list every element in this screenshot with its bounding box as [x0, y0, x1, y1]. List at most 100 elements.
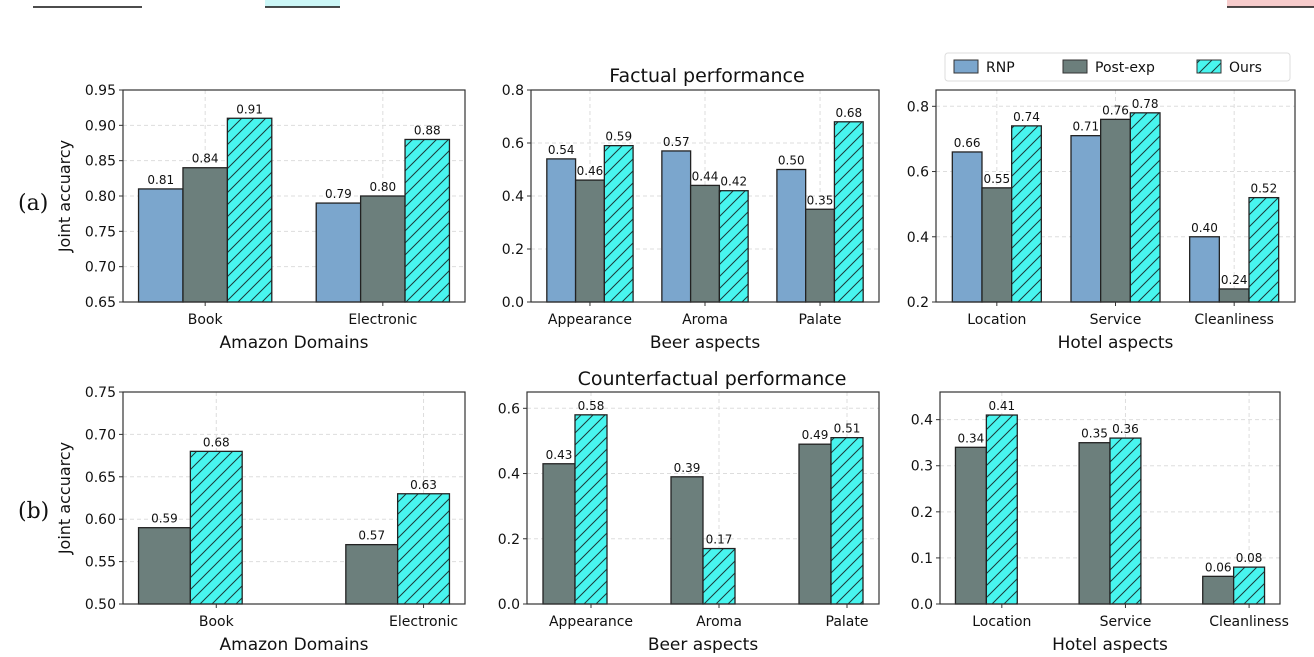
data-label: 0.42	[720, 175, 747, 189]
x-tick-label: Palate	[826, 614, 869, 630]
y-tick-label: 0.2	[911, 505, 933, 521]
bar-rnp	[1070, 135, 1102, 303]
data-label: 0.34	[958, 431, 985, 445]
data-label: 0.52	[1250, 182, 1277, 196]
data-label: 0.59	[605, 130, 632, 144]
y-axis-label: Joint accuarcy	[55, 140, 74, 253]
y-tick-label: 0.6	[907, 165, 929, 181]
cropped-caption-remnant	[33, 0, 1314, 8]
y-tick-label: 0.80	[85, 189, 116, 205]
x-tick-label: Location	[967, 312, 1026, 328]
x-tick-label: Service	[1100, 614, 1152, 630]
axes-frame	[939, 391, 1281, 605]
y-tick-label: 0.65	[85, 295, 116, 311]
bar-post-exp	[1078, 442, 1111, 605]
data-label: 0.55	[983, 172, 1010, 186]
bar-post-exp	[954, 446, 988, 605]
y-tick-label: 0.6	[502, 136, 524, 152]
y-tick-label: 0.50	[85, 597, 116, 613]
legend-label-ours: Ours	[1229, 60, 1262, 76]
data-label: 0.80	[369, 180, 396, 194]
data-label: 0.36	[1112, 422, 1139, 436]
legend-label-rnp: RNP	[986, 60, 1015, 76]
y-tick-label: 0.70	[85, 260, 116, 276]
chart-panel-3: 0.2 0.4 0.6 0.8 Location Service Cleanliness 0.…	[907, 89, 1296, 353]
axes-frame	[122, 391, 466, 605]
y-tick-label: 0.0	[502, 295, 524, 311]
data-label: 0.40	[1191, 221, 1218, 235]
y-tick-label: 0.6	[498, 401, 520, 417]
y-tick-label: 0.75	[85, 385, 116, 401]
legend-label-post-exp: Post-exp	[1095, 60, 1155, 76]
bar-ours	[1232, 566, 1266, 605]
bar-ours	[718, 190, 749, 303]
axes-frame	[935, 89, 1296, 303]
bar-ours	[1129, 112, 1161, 303]
bar-ours	[574, 414, 608, 605]
bar-post-exp	[542, 463, 576, 605]
x-tick-label: Appearance	[548, 312, 632, 328]
data-label: 0.81	[147, 173, 174, 187]
bar-ours	[833, 121, 864, 303]
bar-post-exp	[805, 208, 836, 303]
bar-rnp	[137, 188, 184, 303]
x-tick-label: Cleanliness	[1194, 312, 1274, 328]
x-axis-label: Hotel aspects	[1058, 333, 1174, 353]
data-label: 0.06	[1205, 560, 1232, 574]
data-label: 0.46	[577, 164, 604, 178]
bar-post-exp	[182, 167, 229, 303]
bar-post-exp	[345, 543, 399, 605]
data-label: 0.91	[236, 102, 263, 116]
x-tick-label: Electronic	[389, 614, 458, 630]
data-label: 0.57	[663, 135, 690, 149]
data-label: 0.63	[410, 478, 437, 492]
legend-swatch-post-exp	[1062, 59, 1088, 74]
y-tick-label: 0.1	[911, 551, 933, 567]
data-label: 0.66	[954, 136, 981, 150]
bar-rnp	[546, 158, 577, 303]
bar-rnp	[315, 202, 362, 303]
data-label: 0.84	[192, 152, 219, 166]
legend: RNP Post-exp Ours	[944, 52, 1291, 82]
data-label: 0.43	[546, 448, 573, 462]
bar-ours	[396, 493, 451, 605]
x-tick-label: Appearance	[549, 614, 633, 630]
x-axis-label: Beer aspects	[648, 635, 759, 653]
chart-panel-2: 0.0 0.2 0.4 0.6 0.8 Appearance Aroma Palate 0.54…	[502, 83, 880, 353]
bar-rnp	[661, 150, 692, 303]
data-label: 0.35	[1081, 427, 1108, 441]
y-tick-label: 0.70	[85, 427, 116, 443]
data-label: 0.50	[778, 154, 805, 168]
bar-post-exp	[981, 187, 1013, 303]
x-tick-label: Cleanliness	[1209, 614, 1289, 630]
chart-panel-5: 0.0 0.2 0.4 0.6 Appearance Aroma Palate 0.43 0.3…	[498, 391, 880, 655]
data-label: 0.51	[834, 422, 861, 436]
bar-post-exp	[1218, 288, 1250, 303]
data-label: 0.08	[1236, 551, 1263, 565]
y-tick-label: 0.95	[85, 83, 116, 99]
y-tick-label: 0.2	[907, 295, 929, 311]
bar-rnp	[776, 168, 807, 303]
bar-post-exp	[670, 476, 704, 605]
data-label: 0.49	[802, 428, 829, 442]
bar-post-exp	[359, 195, 406, 303]
bar-ours	[702, 547, 736, 605]
y-tick-label: 0.4	[502, 189, 524, 205]
y-tick-label: 0.3	[911, 459, 933, 475]
bar-post-exp	[689, 184, 721, 303]
bar-rnp	[951, 151, 983, 303]
data-label: 0.59	[151, 512, 178, 526]
bar-ours	[985, 414, 1018, 605]
data-label: 0.39	[674, 461, 701, 475]
legend-swatch-ours	[1196, 59, 1222, 74]
x-axis-label: Amazon Domains	[220, 635, 369, 653]
y-axis-label: Joint accuarcy	[55, 442, 74, 555]
data-label: 0.76	[1102, 103, 1129, 117]
data-label: 0.68	[835, 106, 862, 120]
y-tick-label: 0.4	[498, 467, 520, 483]
data-label: 0.54	[548, 143, 575, 157]
x-tick-label: Aroma	[696, 614, 742, 630]
bar-rnp	[1189, 236, 1220, 303]
bar-ours	[603, 144, 634, 303]
